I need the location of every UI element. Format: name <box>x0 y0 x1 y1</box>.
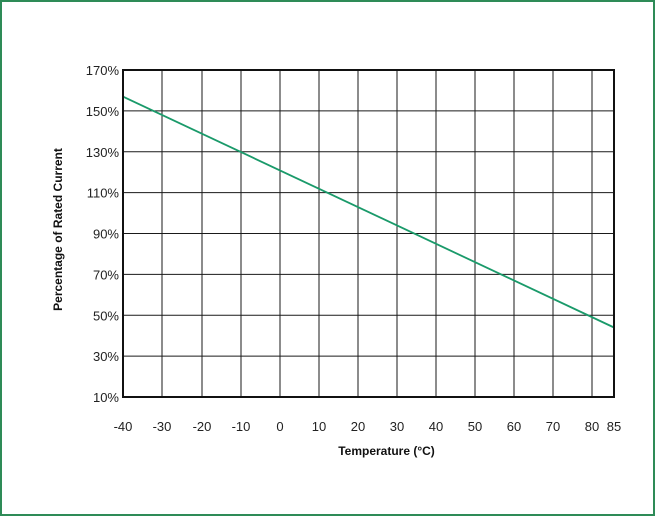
x-tick-label: 50 <box>468 419 482 434</box>
x-tick-label: 0 <box>276 419 283 434</box>
series-line <box>122 95 615 329</box>
x-tick-label: 20 <box>351 419 365 434</box>
y-tick-label: 10% <box>93 390 119 405</box>
series-layer <box>122 95 615 329</box>
y-tick-label: 130% <box>86 145 120 160</box>
y-tick-label: 90% <box>93 227 119 242</box>
y-tick-label: 110% <box>87 186 120 201</box>
x-axis-title: Temperature (°C) <box>338 444 435 458</box>
grid <box>122 69 615 398</box>
x-tick-label: -40 <box>114 419 133 434</box>
x-tick-label: 10 <box>312 419 326 434</box>
x-axis-ticks: -40 -30 -20 -10 0 10 20 30 40 50 60 70 80 85 <box>114 419 622 434</box>
y-tick-label: 30% <box>93 349 119 364</box>
plot-area-border <box>122 69 615 398</box>
y-axis-title: Percentage of Rated Current <box>51 148 65 311</box>
x-tick-label: -30 <box>153 419 172 434</box>
x-tick-label: 80 <box>585 419 599 434</box>
x-tick-label: -10 <box>232 419 251 434</box>
y-axis-ticks: 10% 30% 50% 70% 90% 110% 130% 150% 170% <box>86 63 120 405</box>
x-tick-label: 60 <box>507 419 521 434</box>
x-tick-label: 30 <box>390 419 404 434</box>
x-tick-label: 70 <box>546 419 560 434</box>
y-tick-label: 70% <box>93 267 119 282</box>
x-tick-label: 85 <box>607 419 621 434</box>
x-tick-label: 40 <box>429 419 443 434</box>
x-tick-label: -20 <box>193 419 212 434</box>
y-tick-label: 50% <box>93 308 119 323</box>
y-tick-label: 150% <box>86 104 120 119</box>
y-tick-label: 170% <box>86 63 120 78</box>
